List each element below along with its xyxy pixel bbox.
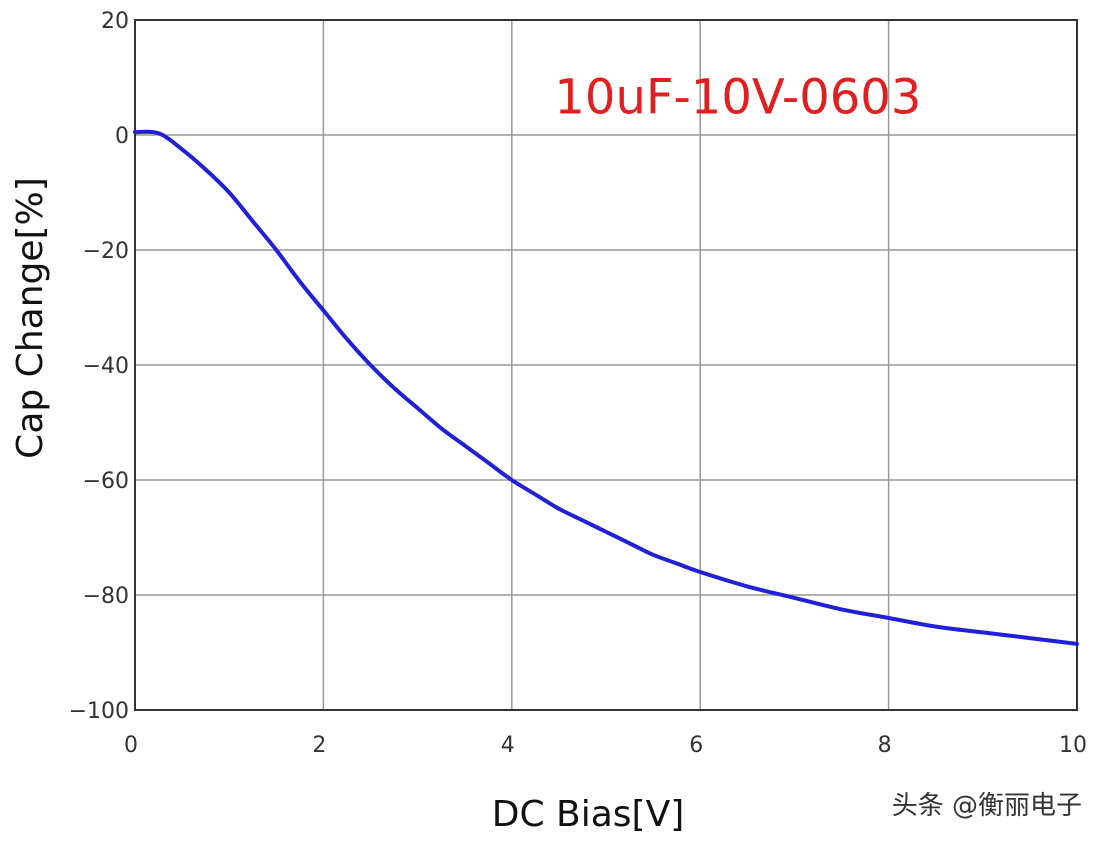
series-line-cap-change xyxy=(133,129,1079,646)
x-tick-label: 2 xyxy=(312,733,326,758)
x-tick-label: 6 xyxy=(689,733,703,758)
y-axis-title: Cap Change[%] xyxy=(10,177,51,459)
x-tick-label: 10 xyxy=(1059,733,1087,758)
y-tick-label: −100 xyxy=(69,699,129,724)
x-tick-label: 4 xyxy=(501,733,515,758)
y-tick-label: −60 xyxy=(83,469,129,494)
y-tick-label: −40 xyxy=(83,354,129,379)
plot-frame xyxy=(134,19,1078,711)
watermark: 头条 @衡丽电子 xyxy=(892,791,1082,821)
y-tick-label: 0 xyxy=(115,124,129,149)
x-tick-labels: 0 2 4 6 8 10 xyxy=(124,733,1087,758)
x-axis-title: DC Bias[V] xyxy=(492,794,685,835)
annotation-part-number: 10uF-10V-0603 xyxy=(554,70,921,126)
x-tick-label: 8 xyxy=(878,733,892,758)
y-tick-label: 20 xyxy=(101,9,129,34)
y-tick-label: −80 xyxy=(83,584,129,609)
y-tick-label: −20 xyxy=(83,239,129,264)
y-tick-labels: 20 0 −20 −40 −60 −80 −100 xyxy=(69,9,129,724)
grid-lines xyxy=(135,20,1077,710)
x-tick-label: 0 xyxy=(124,733,138,758)
